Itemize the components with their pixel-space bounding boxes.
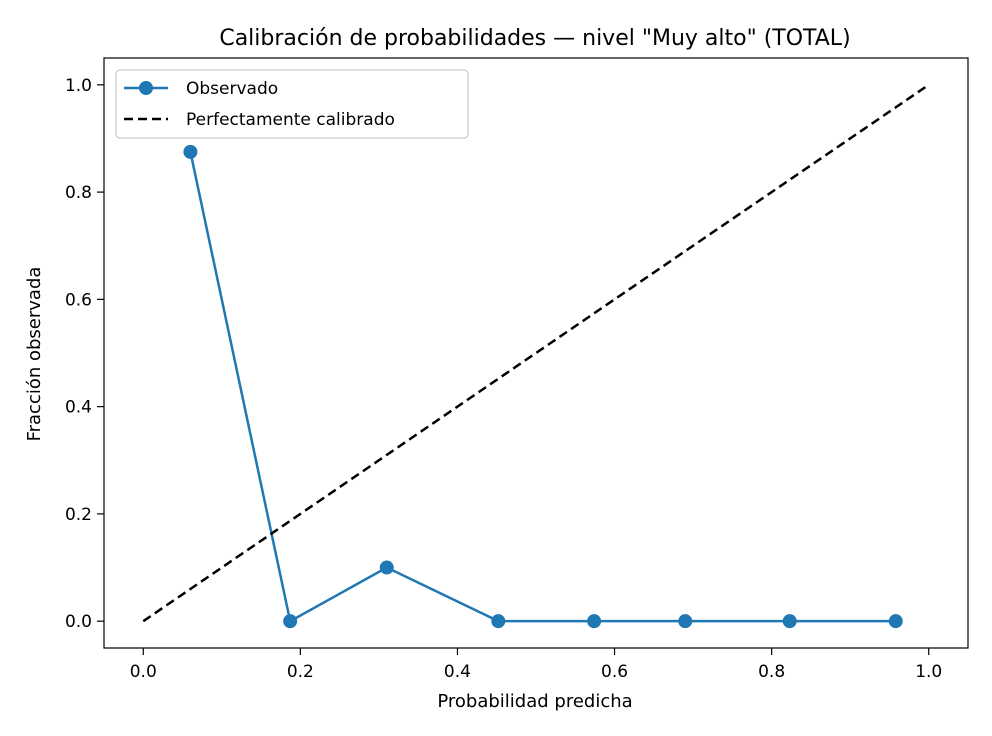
- plot-frame: [103, 57, 969, 649]
- x-tick-label: 0.0: [130, 662, 157, 682]
- observed-point: [782, 614, 797, 629]
- observed-point: [283, 614, 298, 629]
- x-axis-label: Probabilidad predicha: [437, 691, 632, 712]
- x-tick-label: 0.4: [444, 662, 471, 682]
- legend-box: [115, 69, 469, 139]
- legend: Observado Perfectamente calibrado: [115, 69, 469, 139]
- x-axis-ticks: 0.0 0.2 0.4 0.6 0.8 1.0: [130, 648, 942, 682]
- observed-point: [379, 560, 394, 575]
- y-axis-label: Fracción observada: [24, 267, 45, 442]
- y-tick-label: 0.0: [65, 612, 92, 632]
- y-axis-ticks: 0.0 0.2 0.4 0.6 0.8 1.0: [65, 76, 104, 632]
- legend-marker: [139, 81, 153, 95]
- y-tick-label: 0.8: [65, 183, 92, 203]
- y-tick-label: 0.6: [65, 290, 92, 310]
- observed-series-line: [189, 151, 896, 624]
- x-tick-label: 0.6: [601, 662, 628, 682]
- observed-point: [491, 614, 506, 629]
- plot-area: [103, 57, 969, 649]
- y-tick-label: 0.4: [65, 398, 92, 418]
- observed-point: [888, 614, 903, 629]
- observed-point: [183, 144, 198, 159]
- chart-title: Calibración de probabilidades — nivel "M…: [219, 26, 850, 51]
- y-tick-label: 0.2: [65, 505, 92, 525]
- perfect-calibration-line: [142, 83, 930, 623]
- legend-label: Perfectamente calibrado: [186, 110, 395, 130]
- x-tick-label: 0.2: [287, 662, 314, 682]
- x-tick-label: 0.8: [758, 662, 785, 682]
- observed-point: [678, 614, 693, 629]
- observed-point: [587, 614, 602, 629]
- legend-label: Observado: [186, 79, 278, 99]
- x-tick-label: 1.0: [915, 662, 942, 682]
- y-tick-label: 1.0: [65, 76, 92, 96]
